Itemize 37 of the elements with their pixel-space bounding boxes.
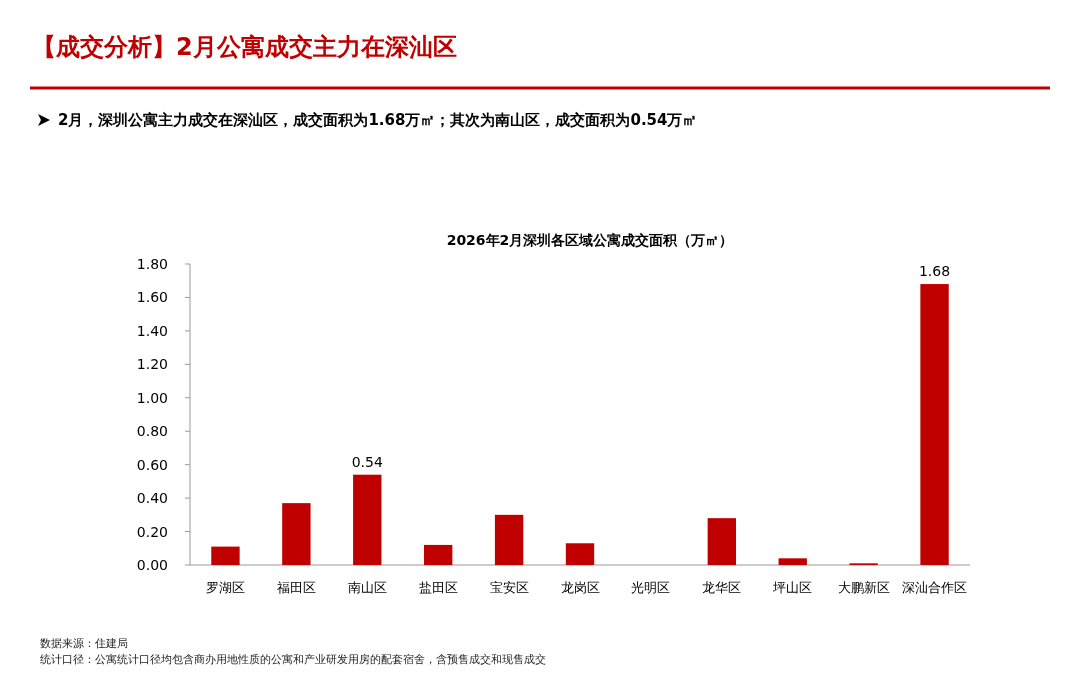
y-tick-label: 0.00 xyxy=(136,557,168,573)
x-tick-label: 宝安区 xyxy=(489,580,529,595)
bar xyxy=(424,544,453,565)
x-tick-label: 龙华区 xyxy=(702,580,742,595)
bar xyxy=(353,474,382,565)
x-tick-label: 龙岗区 xyxy=(560,580,600,595)
bar xyxy=(920,284,949,565)
y-tick-label: 0.20 xyxy=(136,523,168,540)
bar xyxy=(707,518,736,565)
y-tick-label: 0.60 xyxy=(136,456,168,473)
chart-subtitle: 2月，深圳公寓主力成交在深汕区，成交面积为1.68万㎡；其次为南山区，成交面积为0.54万㎡ xyxy=(58,111,698,129)
y-tick-label: 1.00 xyxy=(136,389,168,406)
y-tick-label: 0.40 xyxy=(136,490,168,507)
data-label: 1.68 xyxy=(918,263,951,280)
x-tick-label: 南山区 xyxy=(347,580,387,595)
source-note: 数据来源：住建局 xyxy=(40,637,128,650)
bar xyxy=(565,543,595,565)
y-tick-label: 1.20 xyxy=(136,356,168,373)
bar xyxy=(282,503,311,565)
y-tick-label: 0.80 xyxy=(136,423,168,440)
x-tick-label: 坪山区 xyxy=(772,580,813,595)
y-tick-label: 1.80 xyxy=(136,256,168,272)
x-tick-label: 深汕合作区 xyxy=(902,580,968,595)
bar xyxy=(494,514,524,565)
y-tick-label: 1.40 xyxy=(136,322,168,339)
x-tick-label: 盐田区 xyxy=(418,580,458,595)
x-tick-label: 光明区 xyxy=(631,580,671,595)
bar xyxy=(211,546,240,565)
text: 【成交分析】2月公寓成交主力在深汕区 xyxy=(32,33,457,61)
data-label: 0.54 xyxy=(351,453,383,470)
y-tick-label: 1.60 xyxy=(136,289,168,306)
chart-title: 2026年2月深圳各区域公寓成交面积（万㎡） xyxy=(446,232,734,248)
x-tick-label: 福田区 xyxy=(276,580,316,595)
x-tick-label: 大鹏新区 xyxy=(837,580,890,595)
bar xyxy=(778,558,807,565)
text: 统计口径：公寓统计口径均包含商办用地性质的公寓和产业研发用房的配套宿舍，含预售成交和现售成交 xyxy=(40,653,546,666)
x-tick-label: 罗湖区 xyxy=(205,580,245,595)
